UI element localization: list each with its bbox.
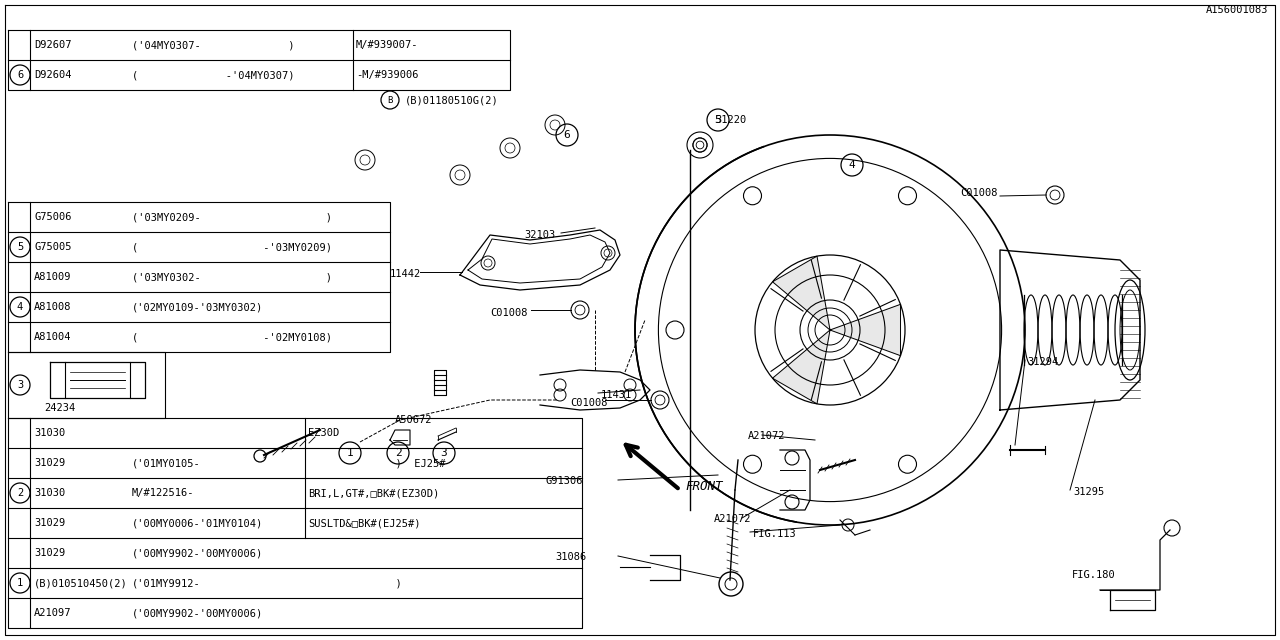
Text: 5: 5 [17,242,23,252]
Text: G91306: G91306 [545,476,582,486]
Text: (              -'04MY0307): ( -'04MY0307) [132,70,294,80]
Text: A81004: A81004 [35,332,72,342]
Text: A21097: A21097 [35,608,72,618]
Text: 4: 4 [17,302,23,312]
Text: ('01MY0105-: ('01MY0105- [132,458,201,468]
Text: 31029: 31029 [35,518,65,528]
Text: ('03MY0209-                    ): ('03MY0209- ) [132,212,332,222]
Text: 31029: 31029 [35,548,65,558]
Text: A81009: A81009 [35,272,72,282]
Text: D92604: D92604 [35,70,72,80]
Text: C01008: C01008 [960,188,997,198]
Text: (                    -'02MY0108): ( -'02MY0108) [132,332,332,342]
Text: C01008: C01008 [570,398,608,408]
Text: 2: 2 [394,448,402,458]
Text: FIG.113: FIG.113 [753,529,796,539]
Polygon shape [773,330,829,404]
Text: -M/#939006: -M/#939006 [356,70,419,80]
Text: 31030: 31030 [35,488,65,498]
Text: 4: 4 [849,160,855,170]
Text: B: B [388,95,393,104]
Text: M/#122516-: M/#122516- [132,488,195,498]
Text: A21072: A21072 [714,514,751,524]
Text: 1: 1 [17,578,23,588]
Text: 1: 1 [347,448,353,458]
Text: 11431: 11431 [602,390,632,400]
Text: 5: 5 [714,115,722,125]
Text: 24234: 24234 [44,403,76,413]
Text: 3: 3 [17,380,23,390]
Text: ('03MY0302-                    ): ('03MY0302- ) [132,272,332,282]
Text: BRI,L,GT#,□BK#(EZ30D): BRI,L,GT#,□BK#(EZ30D) [308,488,439,498]
Text: ('01MY9912-: ('01MY9912- [132,578,201,588]
Text: 31030: 31030 [35,428,65,438]
Text: ): ) [308,578,402,588]
Text: 6: 6 [563,130,571,140]
Text: A21072: A21072 [748,431,786,441]
Text: ('00MY9902-'00MY0006): ('00MY9902-'00MY0006) [132,548,264,558]
Polygon shape [773,256,829,330]
Text: FIG.180: FIG.180 [1073,570,1116,580]
Text: 31029: 31029 [35,458,65,468]
Text: A156001083: A156001083 [1206,5,1268,15]
Text: (B)01180510G(2): (B)01180510G(2) [404,95,499,105]
Text: (B)010510450(2): (B)010510450(2) [35,578,128,588]
Text: EZ30D: EZ30D [308,428,339,438]
Text: A50672: A50672 [396,415,433,425]
Text: 6: 6 [17,70,23,80]
Text: 2: 2 [17,488,23,498]
Text: SUSLTD&□BK#(EJ25#): SUSLTD&□BK#(EJ25#) [308,518,421,528]
Text: C01008: C01008 [490,308,527,318]
Text: M/#939007-: M/#939007- [356,40,419,50]
Text: 31294: 31294 [1027,357,1059,367]
Text: ('02MY0109-'03MY0302): ('02MY0109-'03MY0302) [132,302,264,312]
Text: 31295: 31295 [1073,487,1105,497]
Text: 31220: 31220 [716,115,746,125]
Text: D92607: D92607 [35,40,72,50]
Text: 3: 3 [440,448,448,458]
Text: ('00MY9902-'00MY0006): ('00MY9902-'00MY0006) [132,608,264,618]
Polygon shape [829,305,900,356]
Text: ('04MY0307-              ): ('04MY0307- ) [132,40,294,50]
Text: )  EJ25#: ) EJ25# [308,458,445,468]
Text: ('00MY0006-'01MY0104): ('00MY0006-'01MY0104) [132,518,264,528]
Text: 31086: 31086 [556,552,586,562]
Text: (                    -'03MY0209): ( -'03MY0209) [132,242,332,252]
Text: 32103: 32103 [524,230,556,240]
Text: A81008: A81008 [35,302,72,312]
Text: G75005: G75005 [35,242,72,252]
Text: FRONT: FRONT [685,480,722,493]
Text: G75006: G75006 [35,212,72,222]
Text: 11442: 11442 [390,269,421,279]
